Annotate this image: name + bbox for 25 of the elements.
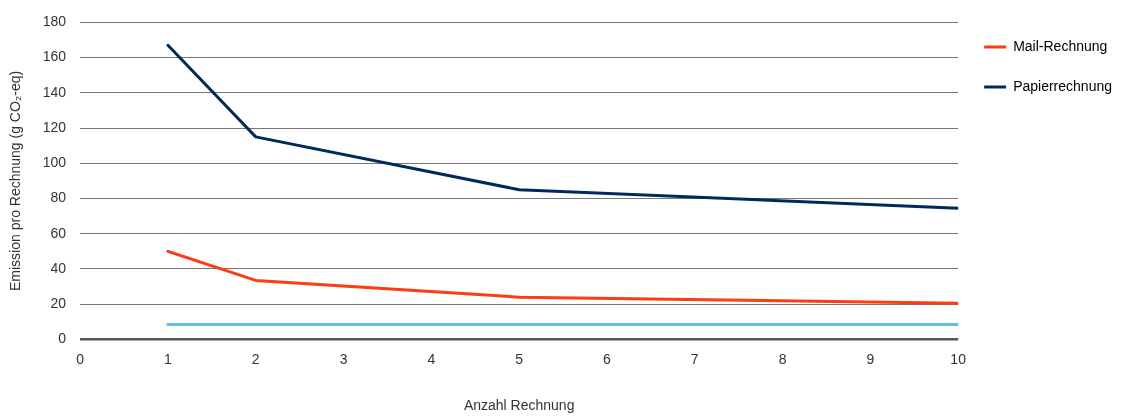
y-tick-label: 180 [42, 13, 67, 30]
y-tick-label: 60 [50, 224, 67, 241]
x-tick-label: 4 [427, 350, 436, 367]
x-axis-title: Anzahl Rechnung [463, 397, 575, 414]
y-tick-label: 100 [42, 154, 67, 171]
y-tick-label: 80 [50, 189, 67, 206]
y-tick-label: 120 [42, 118, 67, 135]
x-tick-label: 0 [76, 350, 85, 367]
x-tick-label: 1 [164, 350, 173, 367]
x-tick-label: 6 [603, 350, 612, 367]
x-tick-label: 10 [950, 350, 967, 367]
y-tick-label: 140 [42, 83, 67, 100]
y-tick-label: 160 [42, 48, 67, 65]
y-axis-title: Emission pro Rechnung (g CO₂-eq) [7, 70, 24, 291]
x-tick-label: 3 [339, 350, 348, 367]
y-tick-label: 40 [50, 259, 67, 276]
x-tick-label: 2 [251, 350, 260, 367]
legend-label: Mail-Rechnung [1013, 37, 1108, 54]
x-tick-label: 7 [690, 350, 699, 367]
y-tick-label: 0 [58, 330, 67, 347]
x-tick-label: 8 [778, 350, 787, 367]
x-tick-label: 5 [515, 350, 524, 367]
x-tick-label: 9 [866, 350, 875, 367]
y-tick-label: 20 [50, 295, 67, 312]
legend-label: Papierrechnung [1013, 77, 1113, 94]
